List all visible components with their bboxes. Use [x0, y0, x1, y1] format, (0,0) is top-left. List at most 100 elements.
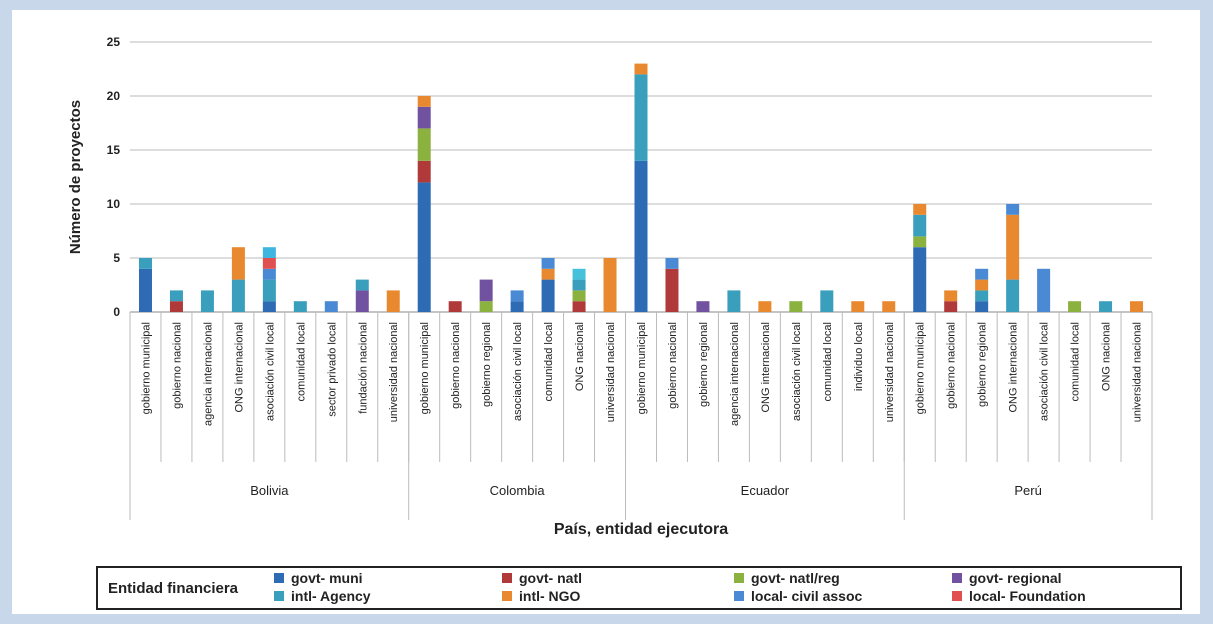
bar-segment [355, 279, 369, 291]
x-tick-label: sector privado local [326, 322, 338, 417]
bar-segment [541, 279, 555, 312]
bar-segment [1006, 204, 1020, 215]
x-tick-label: gobierno nacional [171, 322, 183, 409]
x-tick-label: gobierno regional [977, 322, 989, 407]
y-tick-label: 10 [107, 197, 121, 211]
bar-segment [510, 301, 524, 312]
bar-segment [138, 268, 152, 312]
bar-segment [603, 258, 617, 312]
bar-segment [572, 290, 586, 302]
x-tick-label: agencia internacional [202, 322, 214, 426]
legend-label: govt- natl/reg [751, 570, 840, 586]
bar-segment [1099, 301, 1113, 312]
x-tick-label: ONG internacional [760, 322, 772, 413]
bar-segment [758, 301, 772, 312]
legend-label: govt- regional [969, 570, 1062, 586]
legend-swatch [734, 591, 744, 601]
group-label: Perú [1014, 483, 1041, 498]
x-tick-label: comunidad local [295, 322, 307, 402]
legend-swatch [274, 573, 284, 583]
bar-segment [138, 258, 152, 269]
legend-label: local- civil assoc [751, 588, 863, 604]
legend-title: Entidad financiera [108, 580, 239, 597]
bar-segment [727, 290, 741, 312]
x-axis-label: País, entidad ejecutora [554, 521, 728, 538]
x-tick-label: individuo local [853, 322, 865, 391]
bar-segment [169, 301, 183, 312]
bar-segment [262, 279, 276, 302]
x-tick-label: gobierno municipal [636, 322, 648, 414]
x-tick-label: comunidad local [822, 322, 834, 402]
legend-item: intl- Agency [274, 588, 371, 604]
legend-swatch [274, 591, 284, 601]
legend-swatch [734, 573, 744, 583]
legend-item: govt- natl/reg [734, 570, 840, 586]
bar-segment [1130, 301, 1144, 312]
bar-segment [789, 301, 803, 312]
bar-segment [262, 258, 276, 269]
bar-segment [324, 301, 338, 312]
bar-segment [634, 74, 648, 161]
x-tick-label: asociación civil local [791, 322, 803, 421]
y-tick-label: 15 [107, 143, 121, 157]
x-tick-label: asociación civil local [512, 322, 524, 421]
bar-segment [882, 301, 896, 312]
legend-item: intl- NGO [502, 588, 580, 604]
y-tick-label: 25 [107, 35, 121, 49]
bar-segment [417, 106, 431, 129]
bar-segment [200, 290, 214, 312]
bar-segment [634, 160, 648, 312]
x-tick-label: universidad nacional [605, 322, 617, 422]
x-tick-label: gobierno nacional [450, 322, 462, 409]
bar-segment [572, 301, 586, 312]
bar-segment [913, 247, 927, 312]
bar-segment [262, 268, 276, 280]
bar-segment [975, 268, 989, 280]
legend: Entidad financiera govt- muni govt- natl g… [96, 566, 1182, 610]
stacked-bar-chart: 0 5 10 15 20 25 Número de proyectos gobierno mu… [67, 35, 1153, 538]
bar-segment [510, 290, 524, 302]
x-tick-label: agencia internacional [729, 322, 741, 426]
legend-item: local- civil assoc [734, 588, 862, 604]
x-tick-label: comunidad local [1070, 322, 1082, 402]
figure-frame: 0 5 10 15 20 25 Número de proyectos gobierno mu… [12, 10, 1200, 614]
bar-segment [479, 301, 493, 312]
y-tick-label: 20 [107, 89, 121, 103]
legend-item: govt- natl [502, 570, 582, 586]
bar-segment [541, 268, 555, 280]
bar-segment [851, 301, 865, 312]
bar-segment [820, 290, 834, 312]
x-tick-label: gobierno nacional [667, 322, 679, 409]
y-tick-label: 0 [113, 305, 120, 319]
bar-segment [696, 301, 710, 312]
legend-label: govt- muni [291, 570, 363, 586]
bar-segment [572, 268, 586, 280]
x-tick-label: ONG internacional [233, 322, 245, 413]
legend-label: intl- Agency [291, 588, 371, 604]
x-tick-label: comunidad local [543, 322, 555, 402]
bar-segment [479, 279, 493, 302]
legend-swatch [502, 573, 512, 583]
bar-segment [1006, 279, 1020, 312]
bar-segment [262, 247, 276, 258]
bar-segment [975, 301, 989, 312]
y-axis-label: Número de proyectos [67, 100, 84, 254]
bar-segment [417, 160, 431, 183]
group-label: Ecuador [741, 483, 790, 498]
x-tick-label: fundación nacional [357, 322, 369, 414]
x-tick-label: ONG internacional [1008, 322, 1020, 413]
legend-swatch [952, 591, 962, 601]
x-tick-label: gobierno nacional [946, 322, 958, 409]
x-tick-label: universidad nacional [884, 322, 896, 422]
y-tick-label: 5 [113, 251, 120, 265]
bar-segment [1006, 214, 1020, 280]
bar-segment [417, 128, 431, 161]
x-tick-label: asociación civil local [1039, 322, 1051, 421]
bar-segment [975, 290, 989, 302]
x-tick-label: gobierno regional [481, 322, 493, 407]
x-tick-label: universidad nacional [388, 322, 400, 422]
legend-label: govt- natl [519, 570, 582, 586]
bar-segment [262, 301, 276, 312]
bar-segment [169, 290, 183, 302]
x-tick-label: ONG nacional [574, 322, 586, 391]
